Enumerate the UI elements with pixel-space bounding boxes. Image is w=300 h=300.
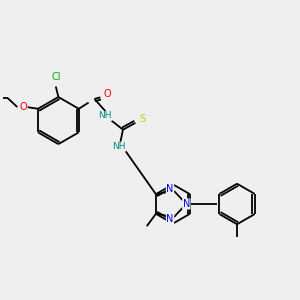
Text: N: N — [166, 184, 174, 194]
Text: NH: NH — [112, 142, 126, 151]
Text: O: O — [20, 102, 27, 112]
Text: NH: NH — [98, 112, 112, 121]
Text: N: N — [183, 199, 190, 209]
Text: S: S — [140, 114, 146, 124]
Text: N: N — [166, 214, 174, 224]
Text: O: O — [103, 89, 111, 99]
Text: Cl: Cl — [51, 72, 61, 82]
